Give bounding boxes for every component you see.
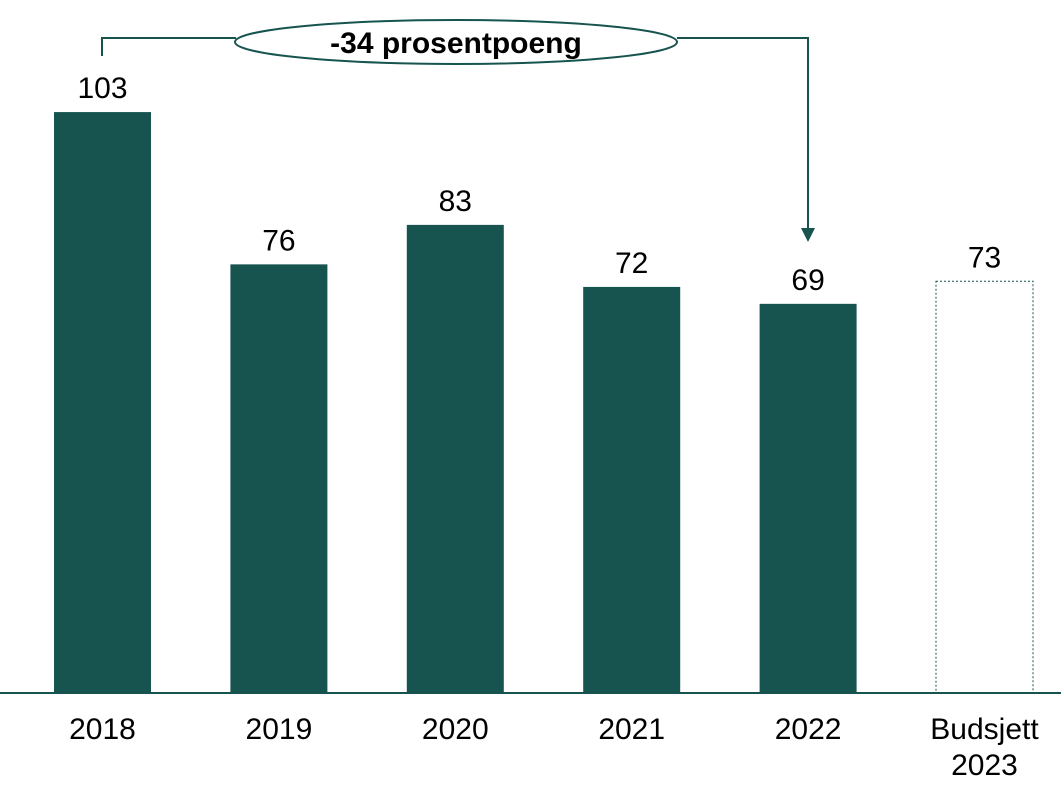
x-tick-label: Budsjett 2023 <box>930 713 1039 782</box>
bar <box>54 112 151 693</box>
value-label: 72 <box>615 247 648 280</box>
arrow-head <box>801 228 815 242</box>
x-tick-label: 2022 <box>774 713 842 746</box>
x-tick-label: 2018 <box>69 713 136 746</box>
value-label: 69 <box>791 264 824 297</box>
x-tick-label: 2019 <box>245 713 313 746</box>
value-label: 103 <box>77 72 127 105</box>
bar <box>935 280 1034 694</box>
bar <box>230 264 328 693</box>
x-tick-label: 2020 <box>421 713 489 746</box>
bar <box>759 303 857 693</box>
connector-left <box>101 37 236 56</box>
x-tick-label: 2021 <box>598 713 666 746</box>
value-label: 73 <box>968 241 1001 274</box>
annotation: -34 prosentpoeng <box>330 27 582 60</box>
value-label: 76 <box>262 224 295 257</box>
bar <box>583 286 681 693</box>
value-label: 83 <box>439 185 472 218</box>
bar <box>406 224 504 693</box>
connector-right <box>677 37 809 230</box>
annotation-ellipse <box>234 19 678 65</box>
